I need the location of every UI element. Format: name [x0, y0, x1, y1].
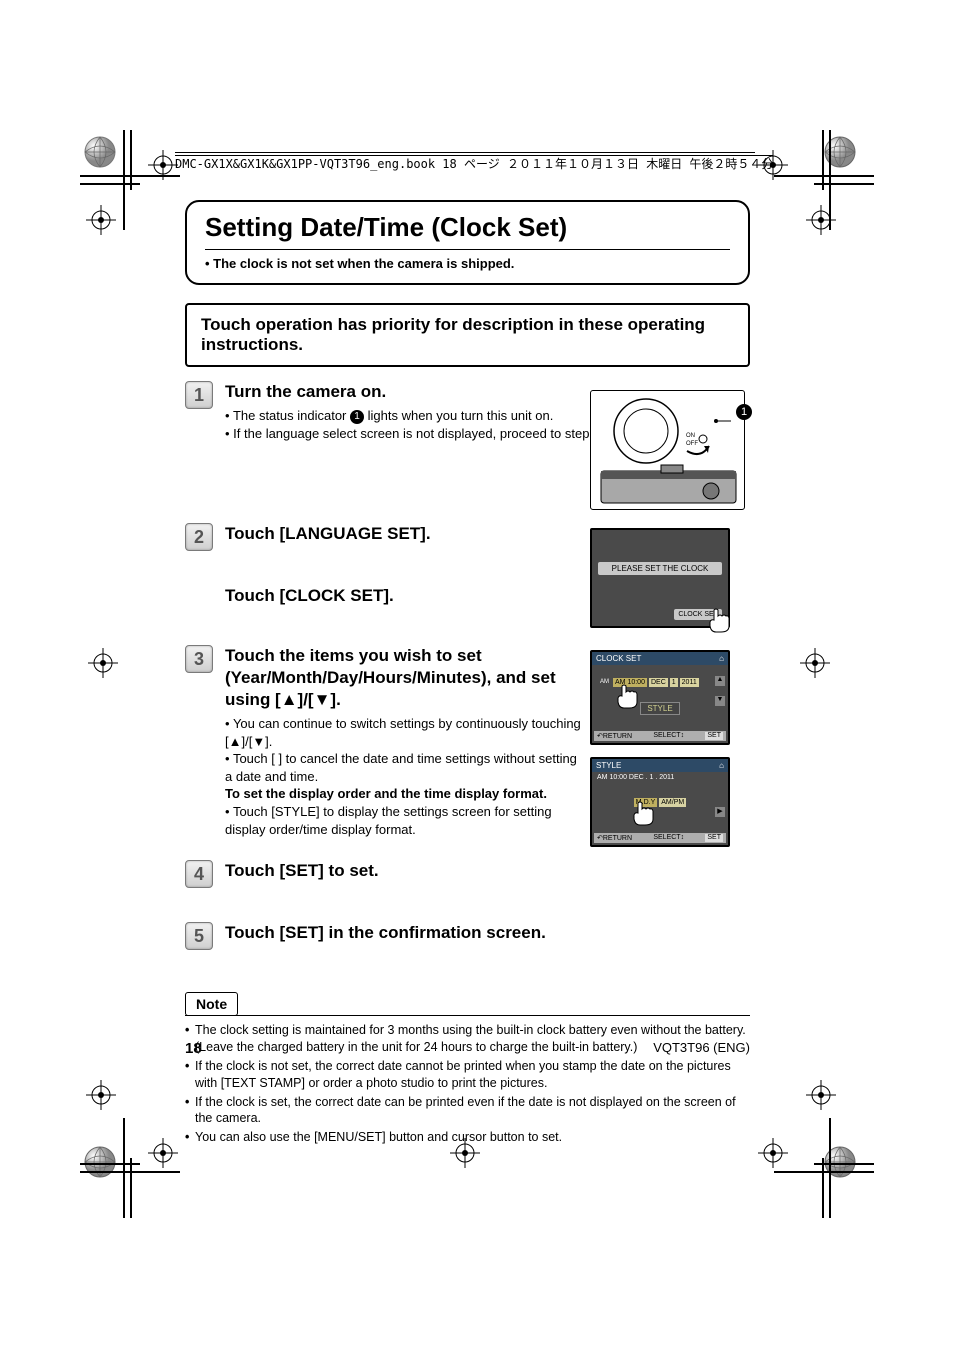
- lcd1-msg: PLEASE SET THE CLOCK: [598, 562, 722, 575]
- note-label: Note: [185, 992, 238, 1016]
- step-4: 4 Touch [SET] to set.: [185, 860, 750, 900]
- note-box: Touch operation has priority for descrip…: [185, 303, 750, 367]
- step-num-3: 3: [185, 645, 213, 673]
- step-5-head: Touch [SET] in the confirmation screen.: [225, 922, 750, 944]
- home-icon: ⌂: [719, 654, 724, 663]
- touch-hand-icon: [612, 680, 642, 710]
- header-strip: DMC-GX1X&GX1K&GX1PP-VQT3T96_eng.book 18 …: [175, 155, 773, 172]
- step-num-2: 2: [185, 523, 213, 551]
- title-sub: • The clock is not set when the camera i…: [205, 256, 730, 271]
- page-title: Setting Date/Time (Clock Set): [205, 212, 730, 243]
- header-rule: [175, 152, 755, 153]
- touch-hand-icon: [628, 797, 658, 827]
- note-item: If the clock is not set, the correct dat…: [185, 1058, 750, 1092]
- svg-text:OFF: OFF: [686, 441, 698, 447]
- lcd-style: STYLE⌂ AM 10:00 DEC . 1 . 2011 M.D.Y AM/…: [590, 757, 730, 847]
- step-num-5: 5: [185, 922, 213, 950]
- notes-section: Note The clock setting is maintained for…: [185, 992, 750, 1146]
- step-num-1: 1: [185, 381, 213, 409]
- step-3-body: • You can continue to switch settings by…: [225, 715, 585, 838]
- step-num-4: 4: [185, 860, 213, 888]
- lcd-clock-prompt: PLEASE SET THE CLOCK CLOCK SET: [590, 528, 730, 628]
- doc-code: VQT3T96 (ENG): [653, 1040, 750, 1055]
- up-arrow-icon: ▲: [715, 676, 725, 686]
- note-item: You can also use the [MENU/SET] button a…: [185, 1129, 750, 1146]
- touch-hand-icon: [704, 604, 734, 634]
- page-number: 18: [185, 1040, 202, 1057]
- step-4-head: Touch [SET] to set.: [225, 860, 750, 882]
- down-arrow-icon: ▼: [715, 696, 725, 706]
- svg-text:ON: ON: [686, 433, 695, 439]
- note-item: If the clock is set, the correct date ca…: [185, 1094, 750, 1128]
- step-5: 5 Touch [SET] in the confirmation screen…: [185, 922, 750, 962]
- camera-illustration: ON OFF: [590, 390, 745, 510]
- home-icon: ⌂: [719, 761, 724, 770]
- footer: 18 VQT3T96 (ENG): [185, 1040, 750, 1057]
- lcd-clock-set: CLOCK SET⌂ AM AM 10:00 DEC 1 2011 STYLE …: [590, 650, 730, 745]
- header-text: DMC-GX1X&GX1K&GX1PP-VQT3T96_eng.book 18 …: [175, 155, 773, 171]
- step-3-head: Touch the items you wish to set (Year/Mo…: [225, 645, 575, 711]
- indicator-callout-1: 1: [736, 404, 752, 420]
- title-box: Setting Date/Time (Clock Set) • The cloc…: [185, 200, 750, 285]
- indicator-1-icon: 1: [350, 410, 364, 424]
- right-arrow-icon: ▶: [715, 807, 725, 817]
